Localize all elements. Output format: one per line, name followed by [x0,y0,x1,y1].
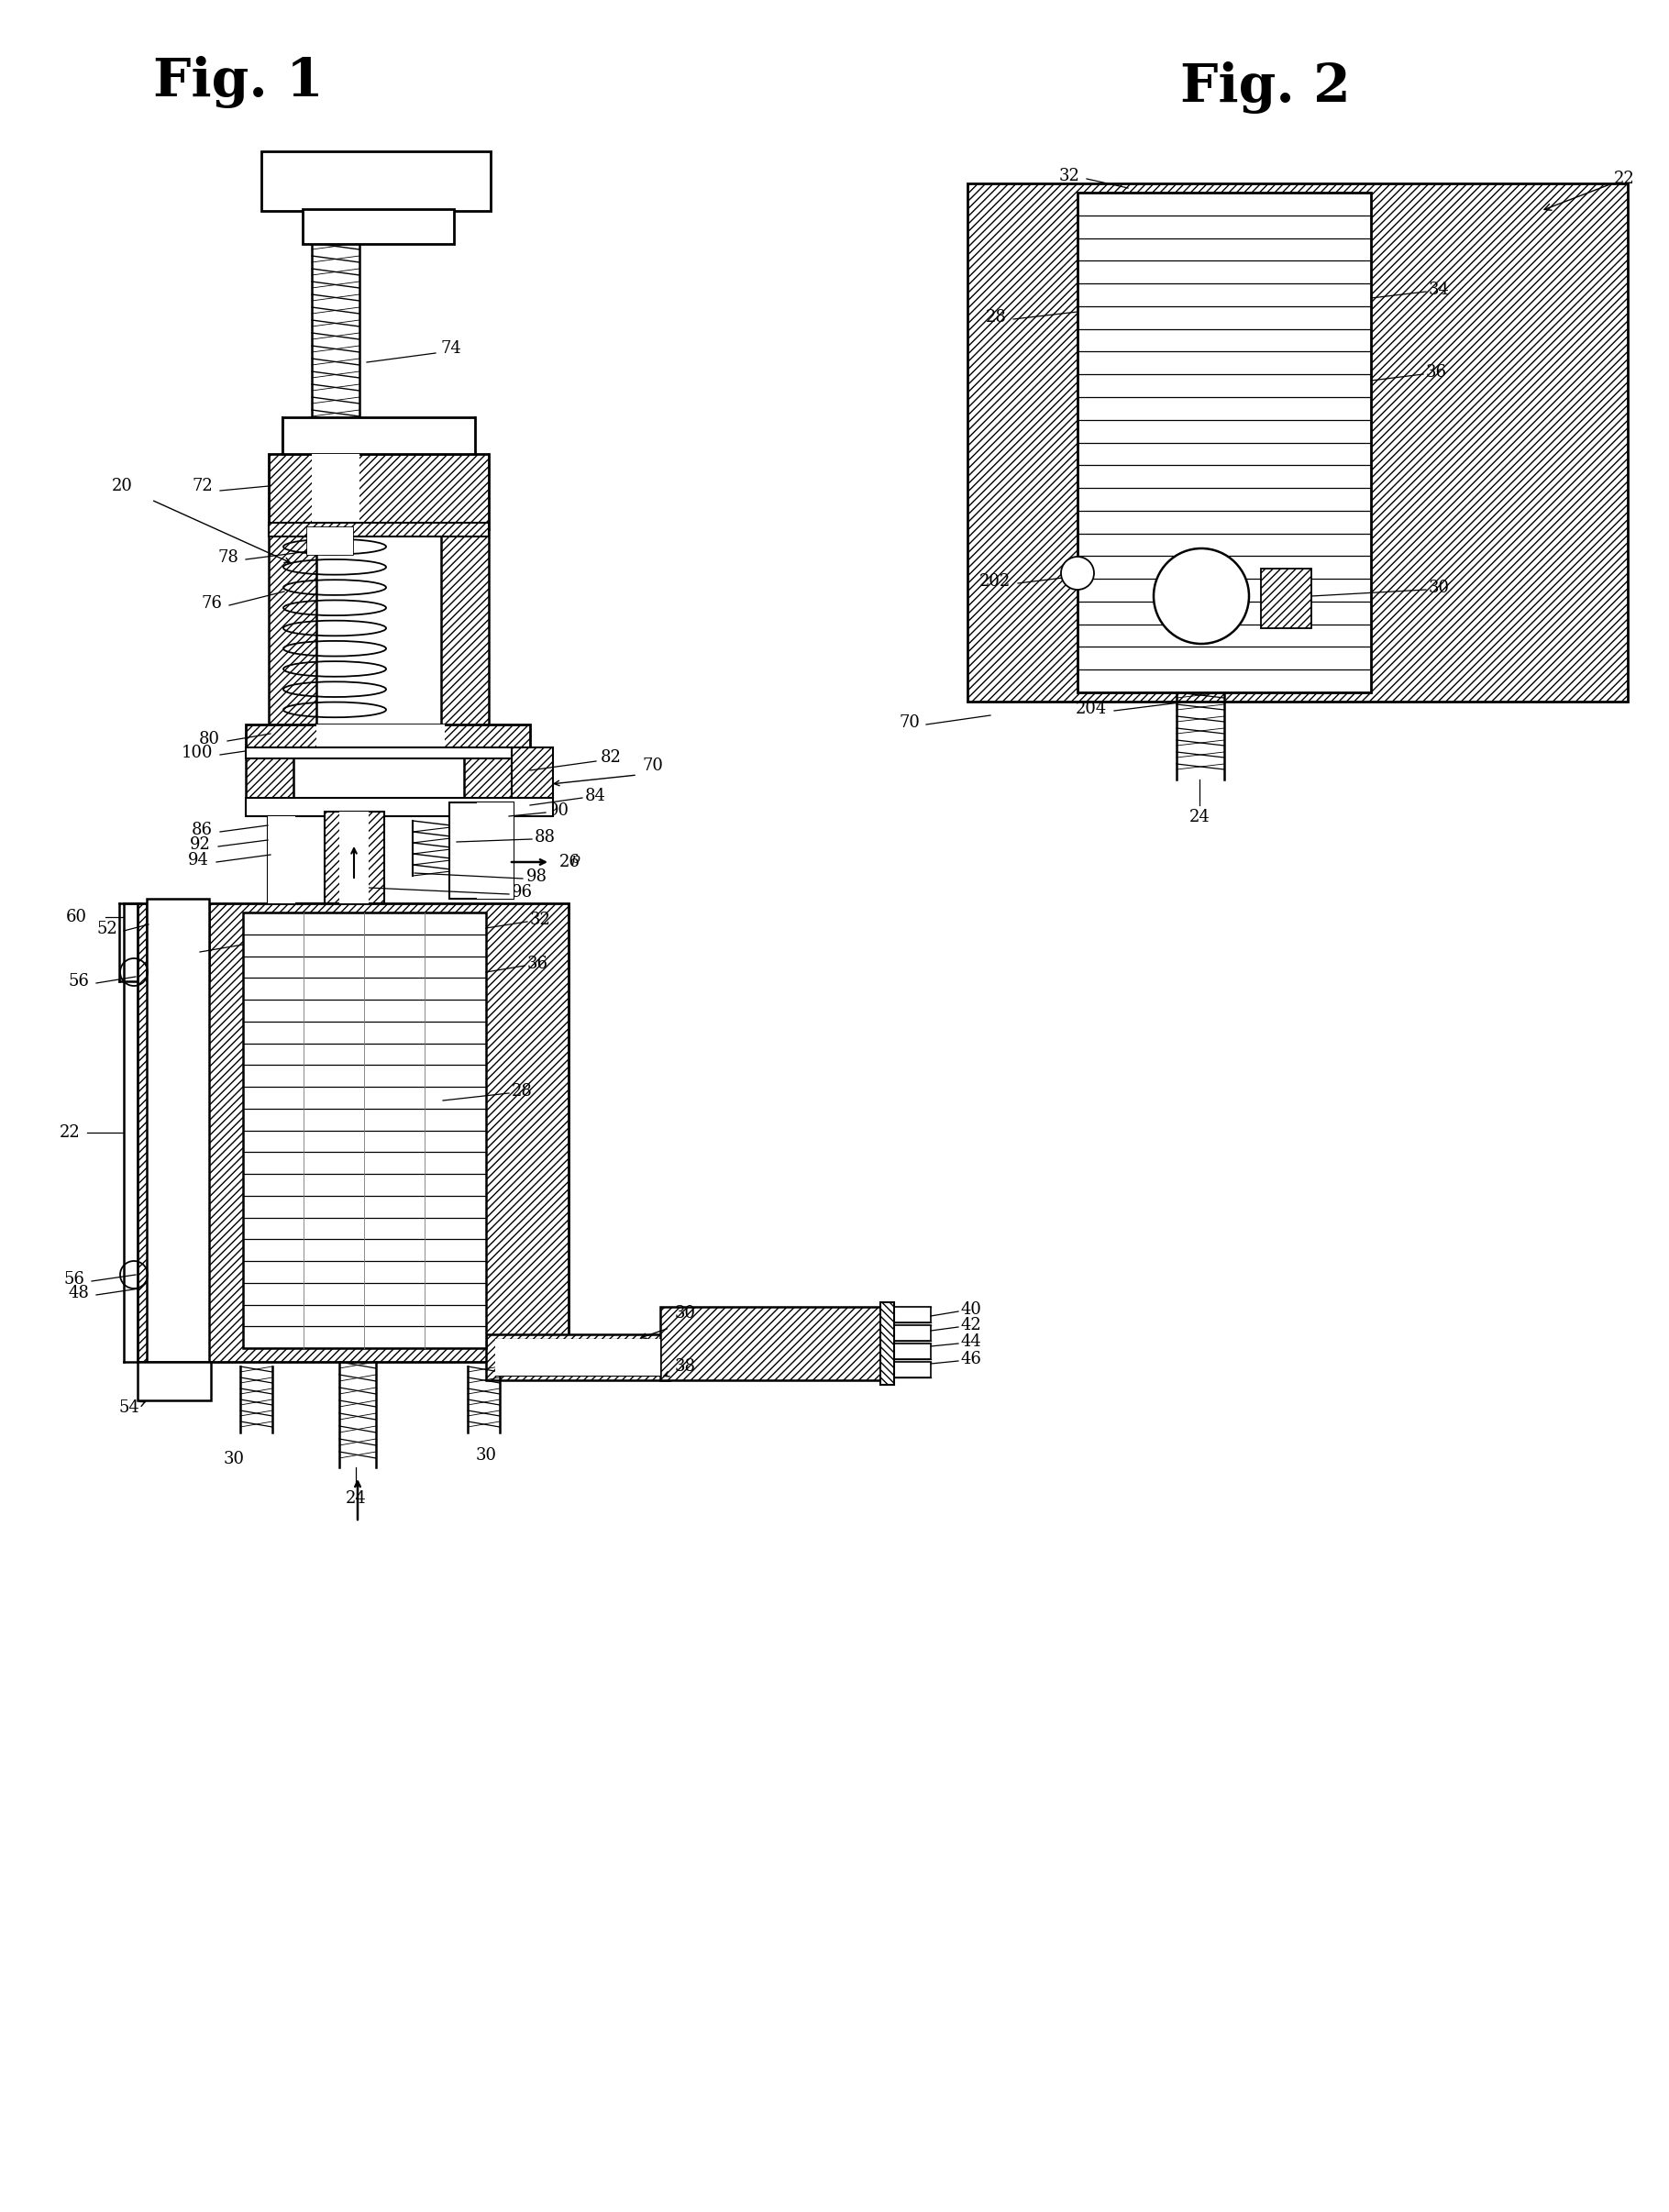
Text: 56: 56 [68,973,88,989]
Text: 76: 76 [200,595,222,613]
Text: 38: 38 [674,1358,696,1374]
Text: 22: 22 [1544,170,1636,210]
Bar [441,529,489,730]
Bar [245,748,512,759]
Text: 22: 22 [60,1124,80,1141]
Text: p: p [571,854,579,865]
Bar [317,726,444,750]
Text: 28: 28 [512,1084,532,1099]
Text: 30: 30 [476,1447,497,1464]
Bar [245,750,294,799]
Text: 202: 202 [980,573,1010,591]
Text: 100: 100 [182,745,212,761]
Bar [312,453,359,529]
Bar [307,526,354,555]
Text: 70: 70 [900,714,920,730]
Bar [477,803,514,898]
Bar [968,184,1627,701]
Bar [267,816,295,902]
Text: 32: 32 [1060,168,1080,184]
Bar [269,522,489,538]
Text: 60: 60 [67,909,87,925]
Text: 26: 26 [559,854,581,869]
Text: 90: 90 [549,803,569,818]
Bar [244,914,486,1347]
Text: 70: 70 [643,757,663,774]
Text: 92: 92 [190,836,210,854]
Text: 88: 88 [534,830,556,845]
Bar [880,1325,931,1340]
Circle shape [1153,549,1248,644]
Text: Fig. 2: Fig. 2 [1180,62,1350,113]
Bar [267,816,339,902]
Bar [464,750,512,799]
Text: Fig. 1: Fig. 1 [154,55,324,108]
Bar [512,748,552,799]
Bar [302,210,454,243]
Bar [307,526,354,555]
Bar [325,812,384,902]
Bar [1260,568,1312,628]
Bar [245,726,531,750]
Bar [137,902,569,1363]
Text: 78: 78 [217,549,239,566]
Text: 56: 56 [63,1272,85,1287]
Text: 80: 80 [199,730,220,748]
Bar [1078,192,1370,692]
Text: 204: 204 [1075,701,1107,717]
Text: 28: 28 [986,310,1006,325]
Text: 32: 32 [531,911,551,929]
Text: 36: 36 [1425,365,1447,380]
Bar [339,812,369,902]
Bar [269,453,489,529]
Bar [661,1307,880,1380]
Text: 94: 94 [189,852,209,869]
Circle shape [1061,557,1093,591]
Bar [449,803,514,898]
Bar [282,418,476,453]
Bar [137,1363,210,1400]
Text: 96: 96 [512,885,532,900]
Text: 40: 40 [961,1301,981,1318]
Text: 36: 36 [527,956,549,971]
Text: 30: 30 [1429,580,1450,595]
Text: 86: 86 [192,821,212,838]
Bar [486,1334,669,1380]
Text: 20: 20 [112,478,134,493]
Bar [147,898,209,1363]
Bar [880,1303,895,1385]
Text: 74: 74 [441,341,461,356]
Bar [880,1363,931,1378]
Bar [269,529,317,730]
Text: 42: 42 [961,1316,981,1334]
Text: 30: 30 [674,1305,696,1321]
Text: 52: 52 [97,920,117,938]
Text: 30: 30 [224,1451,244,1467]
Text: 84: 84 [586,787,606,805]
Text: 44: 44 [961,1334,981,1349]
Text: 98: 98 [526,869,547,885]
Text: 48: 48 [68,1285,88,1301]
Bar [880,1307,931,1323]
Bar [245,799,552,816]
Text: 24: 24 [345,1491,366,1506]
Text: 34: 34 [172,942,192,958]
Text: 72: 72 [192,478,212,493]
Text: 34: 34 [1429,281,1450,299]
Text: 24: 24 [1188,810,1210,825]
Text: 82: 82 [601,750,621,765]
Text: 54: 54 [118,1400,140,1416]
Bar [880,1343,931,1358]
Bar [262,150,491,210]
Bar [496,1338,661,1376]
Text: 46: 46 [961,1352,981,1367]
